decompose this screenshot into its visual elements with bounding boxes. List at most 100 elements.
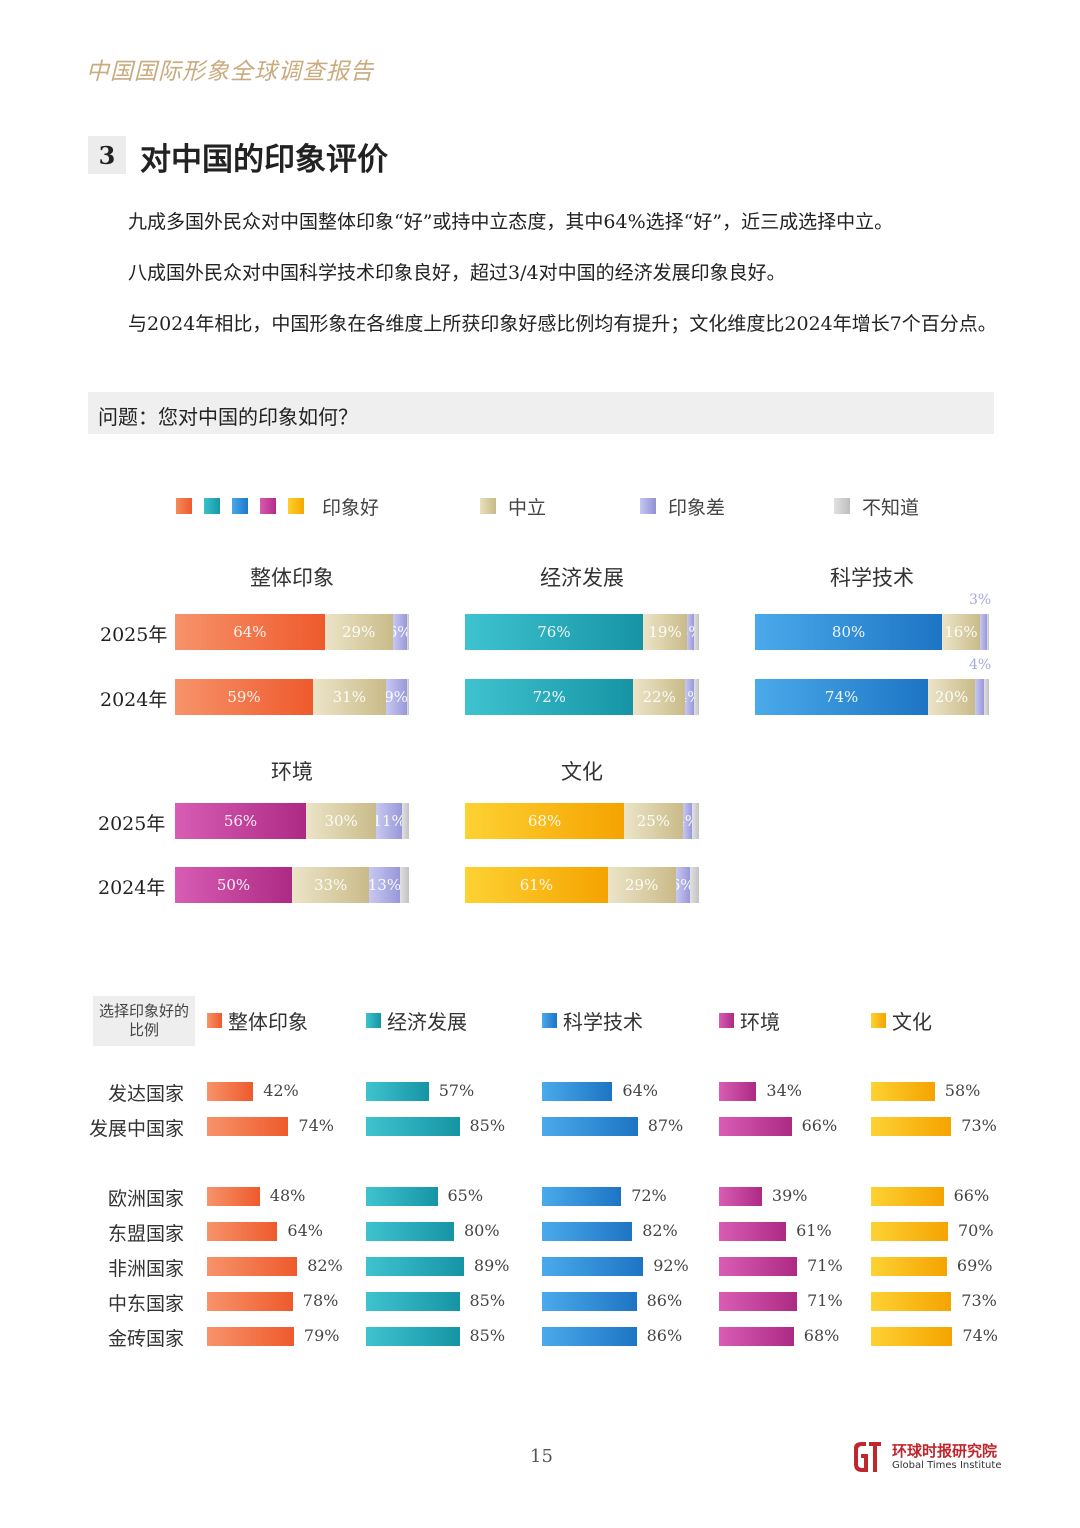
outside-data-label: 3% <box>969 592 992 608</box>
region-bar <box>207 1327 294 1346</box>
region-value-label: 74% <box>962 1326 998 1345</box>
region-value-label: 71% <box>807 1291 843 1310</box>
summary-paragraph-1: 九成多国外民众对中国整体印象“好”或持中立态度，其中64%选择“好”，近三成选择… <box>128 211 894 233</box>
region-bar <box>542 1117 638 1136</box>
question-banner: 问题：您对中国的印象如何？ <box>88 392 994 434</box>
region-bar <box>719 1257 798 1276</box>
row-label: 发展中国家 <box>88 1118 184 1140</box>
region-bar <box>366 1117 460 1136</box>
legend-swatch-blue <box>232 498 248 514</box>
stacked-bar: 59% 31% 9% <box>175 679 409 715</box>
column-header: 整体印象 <box>207 1006 308 1035</box>
region-bar <box>542 1327 637 1346</box>
region-bar <box>719 1187 762 1206</box>
region-bar <box>719 1292 798 1311</box>
region-value-label: 80% <box>464 1221 500 1240</box>
region-value-label: 73% <box>961 1116 997 1135</box>
stacked-bar: 50% 33% 13% <box>175 867 409 903</box>
year-label: 2024年 <box>98 877 166 899</box>
bar-segment <box>974 679 985 715</box>
bar-segment <box>689 867 699 903</box>
bar-segment <box>401 803 409 839</box>
region-value-label: 73% <box>961 1291 997 1310</box>
legend-label-good: 印象好 <box>322 496 380 519</box>
bar-segment: 6% <box>675 867 690 903</box>
region-bar <box>542 1257 644 1276</box>
bar-segment: 6% <box>392 614 407 650</box>
region-bar <box>207 1117 289 1136</box>
stacked-bar: 80% 16% <box>755 614 989 650</box>
legend-label-unknown: 不知道 <box>862 496 920 519</box>
region-value-label: 39% <box>771 1186 808 1205</box>
region-value-label: 58% <box>944 1081 981 1100</box>
region-value-label: 87% <box>647 1116 684 1135</box>
region-value-label: 74% <box>298 1116 334 1135</box>
region-bar <box>366 1222 454 1241</box>
panel-title: 环境 <box>271 760 313 784</box>
legend-swatch-teal <box>204 498 220 514</box>
region-value-label: 42% <box>263 1081 299 1100</box>
legend-unknown: 不知道 <box>834 493 919 519</box>
bar-segment <box>406 679 409 715</box>
region-bar <box>871 1187 944 1206</box>
stacked-bar: 56%30%11% <box>175 803 409 839</box>
bar-segment <box>979 614 987 650</box>
bar-segment: 30% <box>306 803 377 839</box>
summary-paragraph-3: 与2024年相比，中国形象在各维度上所获印象好感比例均有提升；文化维度比2024… <box>128 313 997 335</box>
bar-segment: 11% <box>376 803 402 839</box>
region-value-label: 48% <box>269 1186 306 1205</box>
column-label: 文化 <box>892 1010 932 1034</box>
region-value-label: 85% <box>469 1326 506 1345</box>
bar-segment <box>986 614 989 650</box>
region-value-label: 71% <box>807 1256 843 1275</box>
legend-swatch-yellow <box>288 498 304 514</box>
stacked-bar: 74% 20% <box>755 679 989 715</box>
stacked-bar: 64%29%6% <box>175 614 409 650</box>
region-value-label: 64% <box>622 1081 658 1100</box>
bar-segment: 50% <box>175 867 292 903</box>
logo-mark-icon <box>854 1442 881 1472</box>
region-value-label: 92% <box>653 1256 689 1275</box>
bar-segment: 29% <box>324 614 393 650</box>
region-value-label: 82% <box>642 1221 678 1240</box>
legend-swatch-orange <box>176 498 192 514</box>
column-swatch <box>719 1013 734 1028</box>
column-label: 环境 <box>740 1010 780 1034</box>
region-value-label: 72% <box>631 1186 667 1205</box>
region-value-label: 69% <box>956 1256 993 1275</box>
region-bar <box>719 1082 757 1101</box>
question-text: 问题：您对中国的印象如何？ <box>98 405 358 429</box>
row-label: 东盟国家 <box>107 1223 184 1245</box>
legend-good: 印象好 <box>176 493 379 519</box>
legend-label-bad: 印象差 <box>668 496 726 519</box>
column-header: 文化 <box>871 1006 932 1035</box>
legend-swatch-unknown <box>834 498 850 514</box>
global-times-institute-logo: 环球时报研究院 Global Times Institute <box>852 1440 1001 1476</box>
stacked-bar: 76%19%3% <box>465 614 699 650</box>
region-bar <box>542 1222 633 1241</box>
bar-segment: 9% <box>385 679 407 715</box>
column-label: 经济发展 <box>387 1010 467 1034</box>
region-value-label: 79% <box>303 1326 340 1345</box>
region-value-label: 86% <box>646 1326 683 1345</box>
region-bar <box>207 1257 298 1276</box>
bar-segment: 4% <box>682 803 692 839</box>
bar-segment: 61% <box>465 867 608 903</box>
panel-title: 科学技术 <box>830 566 914 590</box>
regional-table-tag: 选择印象好的比例 <box>93 996 195 1046</box>
region-bar <box>366 1082 429 1101</box>
panel-title: 整体印象 <box>250 566 334 590</box>
bar-segment <box>691 803 699 839</box>
region-bar <box>207 1222 278 1241</box>
bar-segment: 76% <box>465 614 643 650</box>
panel-title: 文化 <box>561 760 603 784</box>
bar-segment <box>694 614 699 650</box>
column-label: 整体印象 <box>228 1010 308 1034</box>
legend-swatch-bad <box>640 498 656 514</box>
bar-segment: 31% <box>313 679 386 715</box>
bar-segment: 56% <box>175 803 307 839</box>
panel-title: 经济发展 <box>540 566 624 590</box>
bar-segment: 20% <box>928 679 975 715</box>
region-bar <box>719 1117 792 1136</box>
region-value-label: 85% <box>469 1291 506 1310</box>
